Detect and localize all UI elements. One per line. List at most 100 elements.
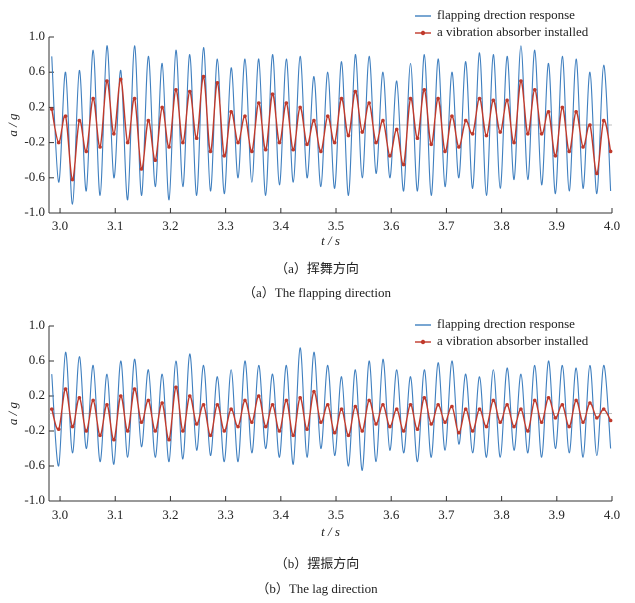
data-point [77, 395, 82, 400]
data-point [194, 422, 199, 426]
data-point [560, 402, 565, 407]
data-point [532, 88, 537, 92]
x-tick-label: 3.9 [549, 218, 565, 233]
y-axis-label: a / g [5, 401, 20, 425]
x-axis-label: t / s [321, 233, 340, 248]
x-tick-label: 3.2 [162, 507, 178, 522]
data-point [132, 96, 137, 101]
data-point [608, 149, 613, 154]
chart: -1.0 -0.6 -0.2 0.2 0.6 1.0 3.0 3.1 3.2 3.3 3.4 3.5 3… [5, 316, 620, 596]
data-point [339, 407, 344, 411]
data-point [291, 147, 296, 152]
data-point [125, 429, 130, 433]
data-point [360, 130, 365, 134]
x-tick-label: 3.6 [383, 507, 400, 522]
data-point [360, 429, 365, 433]
data-point [256, 101, 261, 105]
data-point [270, 402, 275, 407]
data-point [118, 394, 123, 398]
data-point [532, 398, 537, 403]
data-point [470, 429, 475, 433]
data-point [401, 429, 406, 433]
data-point [519, 79, 523, 83]
data-point [125, 140, 130, 145]
data-point [167, 437, 171, 442]
y-tick-label: 0.2 [29, 98, 45, 113]
data-point [284, 398, 289, 403]
data-point [381, 118, 385, 123]
x-tick-label: 3.0 [52, 507, 68, 522]
data-point [526, 429, 530, 433]
data-point [105, 402, 109, 407]
data-point [187, 394, 192, 398]
data-point [470, 132, 475, 136]
y-tick-label: 1.0 [29, 28, 45, 43]
data-point [98, 145, 102, 149]
data-point [153, 429, 158, 433]
data-point [539, 132, 544, 136]
caption-en: （b）The lag direction [256, 581, 378, 596]
data-point [91, 96, 95, 101]
data-point [325, 402, 330, 407]
data-point [353, 89, 358, 94]
x-tick-label: 4.0 [604, 218, 620, 233]
y-tick-label: 0.6 [29, 63, 46, 78]
data-point [408, 402, 413, 407]
data-point [608, 418, 613, 423]
data-point [457, 430, 461, 435]
data-point [277, 140, 282, 145]
data-point [567, 424, 572, 429]
x-tick-label: 3.7 [438, 218, 455, 233]
data-point [298, 395, 302, 400]
data-point [250, 420, 254, 425]
x-tick-label: 3.0 [52, 218, 68, 233]
data-point [436, 402, 440, 407]
y-tick-label: 1.0 [29, 317, 45, 332]
x-tick-label: 3.1 [107, 507, 123, 522]
legend-marker [420, 339, 426, 345]
data-point [346, 133, 351, 138]
data-point [394, 407, 399, 411]
legend-label: a vibration absorber installed [437, 24, 589, 39]
data-point [312, 118, 316, 123]
legend-label: flapping drection response [437, 7, 575, 22]
data-point [346, 433, 351, 438]
data-point [498, 420, 503, 425]
data-point [112, 437, 116, 442]
x-axis-label: t / s [321, 524, 340, 539]
data-point [181, 140, 185, 145]
data-point [450, 114, 454, 118]
data-point [394, 127, 399, 132]
data-point [319, 420, 323, 425]
data-point [477, 96, 482, 101]
data-point [174, 385, 178, 390]
data-point [132, 387, 137, 391]
y-tick-label: 0.2 [29, 387, 45, 402]
data-point [236, 140, 240, 145]
chart: -1.0 -0.6 -0.2 0.2 0.6 1.0 3.0 3.1 3.2 3.3 3.4 3.5 3… [5, 7, 620, 300]
data-point [595, 171, 599, 176]
data-point [215, 80, 220, 85]
data-point [201, 74, 206, 79]
data-point [63, 114, 68, 118]
data-point [512, 140, 516, 145]
data-point [450, 404, 454, 409]
data-point [118, 77, 123, 82]
data-point [139, 167, 144, 171]
data-point [408, 96, 413, 101]
caption-cn: （b）摆振方向 [275, 556, 360, 571]
x-tick-label: 3.1 [107, 218, 123, 233]
data-point [595, 416, 599, 420]
data-point [601, 118, 606, 123]
data-point [160, 401, 164, 405]
data-point [70, 177, 75, 182]
data-point [526, 132, 530, 136]
data-point [567, 149, 572, 154]
data-point [546, 395, 551, 400]
data-point [415, 136, 420, 140]
data-point [429, 422, 434, 426]
data-point [443, 149, 447, 154]
data-point [284, 101, 289, 105]
data-point [553, 154, 558, 158]
